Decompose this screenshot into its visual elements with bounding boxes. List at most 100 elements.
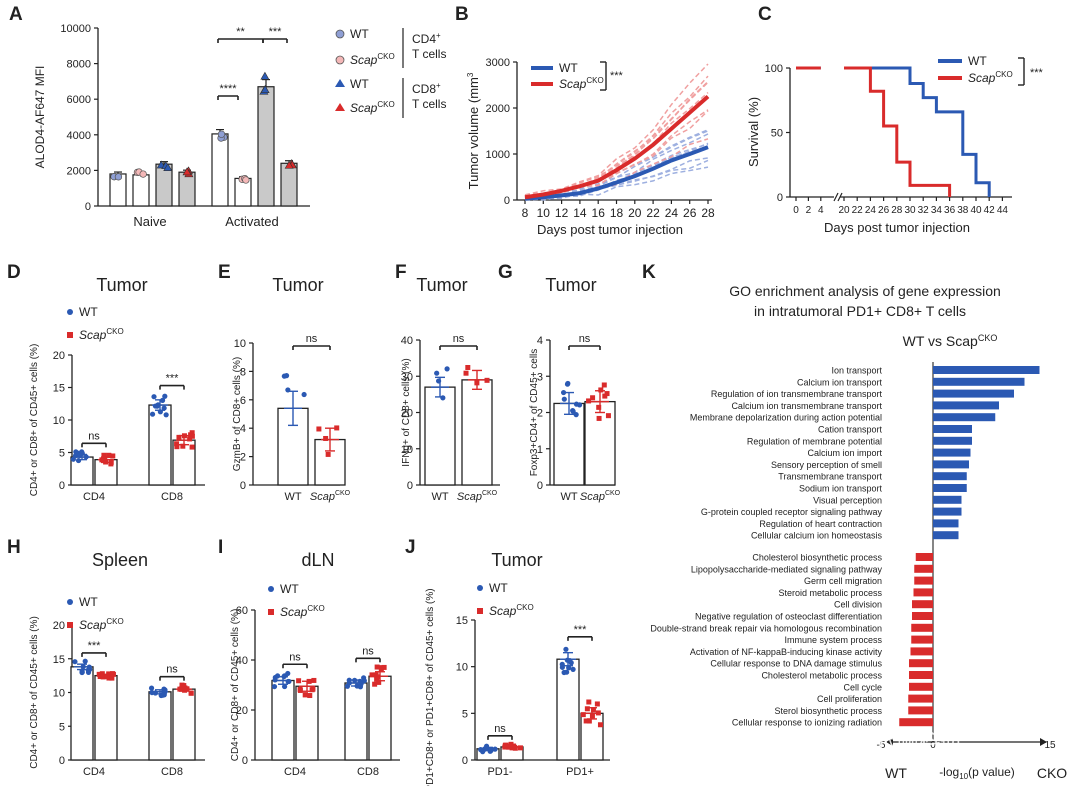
point-F-cko — [484, 377, 490, 383]
point-J-wt — [566, 665, 572, 671]
x-right-label-K: CKO — [1037, 765, 1067, 781]
axis-G-ytick-label: 1 — [537, 444, 543, 456]
xtick-label-A-Activated: Activated — [225, 214, 278, 229]
label-K-down-9: Cellular response to DNA damage stimulus — [710, 659, 882, 669]
series-line-individual-ScapCKO — [524, 109, 709, 199]
point-E-wt — [285, 387, 291, 393]
bar-K-down-1 — [914, 564, 933, 573]
axis-I-ytick-label: 60 — [236, 605, 248, 617]
axis-A-ytick-label: 8000 — [67, 59, 91, 71]
point-D-wt — [161, 405, 167, 411]
xtick-label-K: -5 — [877, 740, 886, 751]
axis-C-xtick-label: 40 — [970, 205, 982, 216]
point-I-wt — [285, 670, 291, 677]
axis-F-ytick-label: 40 — [401, 335, 413, 347]
axis-D-ytick-label: 10 — [53, 415, 65, 427]
point-D-wt — [159, 397, 166, 404]
bar-K-up-11 — [933, 495, 962, 504]
label-K-down-6: Double-strand break repair via homologou… — [650, 623, 882, 633]
legend-label-A-2: WT — [350, 77, 369, 91]
label-K-up-13: Regulation of heart contraction — [759, 519, 882, 529]
point-D-cko — [106, 452, 112, 458]
sig-H-0-label: *** — [88, 640, 102, 652]
legend-label-cko-J: ScapCKO — [489, 603, 534, 618]
xlabel-B: Days post tumor injection — [537, 222, 683, 237]
bar-D-CD8-WT — [148, 404, 172, 486]
x-left-label-K: WT — [885, 765, 907, 781]
bar-K-down-0 — [915, 553, 933, 561]
bar-K-down-6 — [911, 623, 933, 632]
legend-marker-A-1 — [335, 55, 345, 65]
point-J-cko — [507, 743, 513, 749]
series-line-individual-WT — [524, 133, 709, 200]
sig-J-1-label: *** — [574, 624, 588, 636]
panel-label-A: A — [9, 4, 23, 25]
point-H-wt — [148, 685, 155, 691]
axis-J-ytick-label: 10 — [456, 662, 468, 674]
axis-B-xtick-label: 28 — [701, 206, 715, 220]
axis-B-ytick-label: 3000 — [486, 57, 510, 69]
bar-K-down-11 — [909, 682, 933, 691]
legend-label-wt-D: WT — [79, 305, 98, 319]
point-J-wt — [570, 666, 576, 672]
point-H-cko — [110, 671, 116, 677]
panel-label-E: E — [218, 262, 231, 283]
point-I-cko — [306, 678, 312, 684]
point-I-wt — [361, 678, 367, 684]
panel-E: E Tumor 0 2 4 6 8 10 GzmB+ of CD8+ cells (%) WT Sc… — [218, 262, 351, 503]
sig-I-1-label: ns — [362, 645, 374, 657]
panel-label-K: K — [642, 262, 656, 283]
label-K-up-4: Membrane depolarization during action po… — [690, 413, 882, 423]
bar-K-up-0 — [933, 366, 1040, 374]
bar-K-down-2 — [914, 576, 933, 585]
axis-B-xtick-label: 20 — [628, 206, 642, 220]
sig-J-0-label: ns — [494, 723, 506, 735]
xtick-label-I: CD4 — [284, 766, 306, 778]
panel-label-J: J — [405, 537, 416, 558]
label-K-up-5: Cation transport — [818, 425, 883, 435]
ylabel-F: IFNg+ of CD8+ cells (%) — [401, 358, 412, 466]
axis-C-ytick-label: 50 — [771, 128, 783, 140]
axis-B-ytick-label: 1000 — [486, 149, 510, 161]
ylabel-E: GzmB+ of CD8+ cells (%) — [232, 357, 243, 471]
axis-C-xtick-label: 34 — [931, 205, 943, 216]
point-J-cko — [586, 699, 592, 705]
bar-H-CD8-ScapCKO — [172, 688, 196, 761]
xtick-label-G: WT — [560, 491, 577, 503]
bar-K-up-6 — [933, 436, 972, 445]
xtick-label-J: PD1+ — [566, 766, 594, 778]
point-J-cko — [512, 745, 518, 751]
label-K-down-7: Immune system process — [784, 635, 882, 645]
label-K-up-3: Calcium ion transmembrane transport — [731, 401, 882, 411]
bar-K-down-8 — [910, 647, 933, 656]
panel-label-C: C — [758, 4, 772, 25]
xtick-label-K: 15 — [1044, 740, 1056, 751]
point-G-cko — [602, 393, 608, 399]
axis-I-ytick-label: 0 — [242, 755, 248, 767]
axis-C-ytick-label: 100 — [765, 63, 783, 75]
point-J-wt — [492, 746, 498, 752]
point-I-cko — [303, 692, 309, 698]
axis-K-arrow-left — [886, 738, 893, 746]
axis-B-xtick-label: 14 — [573, 206, 587, 220]
point-J-cko — [595, 710, 601, 716]
axis-C-xtick-label: 42 — [984, 205, 996, 216]
panel-title-F: Tumor — [416, 275, 467, 295]
axis-C-break-1 — [833, 192, 839, 202]
bar-I-CD8-ScapCKO — [368, 675, 392, 761]
point-A — [182, 167, 192, 176]
panel-label-D: D — [7, 262, 21, 283]
legend-marker-cko-J — [477, 608, 483, 614]
bar-A-Activated-3 — [280, 162, 298, 207]
xtick-label-G: ScapCKO — [580, 490, 621, 503]
panel-H: H Spleen 0 5 10 15 20 CD4+ or CD8+ of CD45+ cel… — [7, 537, 205, 778]
point-E-cko — [334, 425, 340, 431]
axis-C-xtick-label: 26 — [878, 205, 890, 216]
point-I-wt — [281, 683, 288, 690]
point-G-cko — [598, 387, 604, 393]
axis-J-ytick-label: 15 — [456, 615, 468, 627]
axis-J-ytick-label: 5 — [462, 708, 468, 720]
point-H-wt — [86, 664, 92, 670]
point-D-wt — [157, 409, 163, 415]
series-line-mean-WT — [524, 145, 709, 201]
